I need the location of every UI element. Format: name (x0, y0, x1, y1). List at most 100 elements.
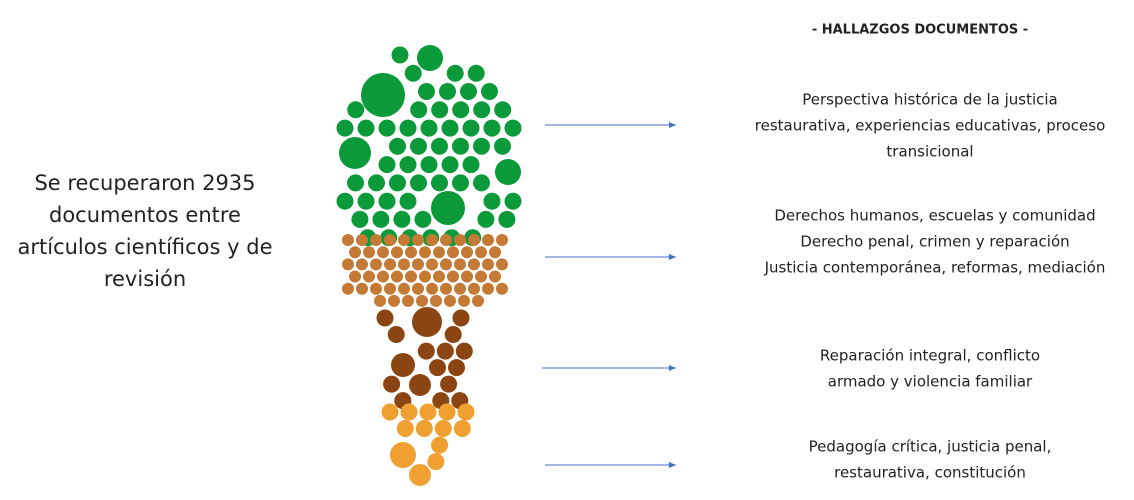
circle (439, 83, 456, 100)
circle (374, 295, 386, 307)
circle (397, 420, 414, 437)
circle (379, 156, 396, 173)
finding-line: restaurativa, constitución (834, 464, 1026, 482)
circle (468, 65, 485, 82)
circle (400, 120, 417, 137)
circle (405, 271, 417, 283)
finding-line: Pedagogía crítica, justicia penal, (809, 438, 1052, 456)
circle-cluster (337, 45, 522, 486)
circle (388, 326, 405, 343)
circle (452, 174, 469, 191)
circle (410, 101, 427, 118)
circle (389, 138, 406, 155)
circle (409, 464, 431, 486)
circle (363, 271, 375, 283)
circle (431, 174, 448, 191)
circle (391, 353, 415, 377)
circle (427, 453, 444, 470)
arrows (542, 125, 676, 465)
circle (489, 246, 501, 258)
circle (370, 283, 382, 295)
circle (452, 101, 469, 118)
circle (447, 65, 464, 82)
circle (494, 101, 511, 118)
circle (433, 271, 445, 283)
circle (433, 246, 445, 258)
circle (475, 271, 487, 283)
circle (454, 234, 466, 246)
circle (405, 65, 422, 82)
circle (377, 271, 389, 283)
circle (419, 246, 431, 258)
circle (440, 283, 452, 295)
circle (473, 174, 490, 191)
circle (400, 156, 417, 173)
circle (454, 420, 471, 437)
circle (458, 404, 475, 421)
circle (456, 343, 473, 360)
circle (363, 246, 375, 258)
finding-line: Justicia contemporánea, reformas, mediac… (764, 259, 1106, 277)
circle (473, 138, 490, 155)
circle (402, 295, 414, 307)
diagram: - HALLAZGOS DOCUMENTOS - Se recuperaron … (0, 0, 1134, 500)
circle (463, 156, 480, 173)
circle (361, 73, 405, 117)
circle (505, 120, 522, 137)
circle (405, 246, 417, 258)
circle (390, 442, 416, 468)
circle (437, 343, 454, 360)
circle (440, 234, 452, 246)
circle (400, 193, 417, 210)
circle (356, 283, 368, 295)
circle (358, 193, 375, 210)
circle (442, 120, 459, 137)
circle (426, 283, 438, 295)
summary-line: documentos entre (49, 203, 241, 227)
finding-line: Reparación integral, conflicto (820, 347, 1040, 365)
circle (342, 234, 354, 246)
circle (477, 211, 494, 228)
circle (377, 246, 389, 258)
circle (421, 156, 438, 173)
circle (420, 404, 437, 421)
circle (458, 295, 470, 307)
circle (468, 234, 480, 246)
circle (482, 283, 494, 295)
circle (384, 234, 396, 246)
circle (453, 310, 470, 327)
circle (370, 234, 382, 246)
summary-line: Se recuperaron 2935 (34, 171, 255, 195)
circle (461, 246, 473, 258)
circle (377, 310, 394, 327)
circle (347, 174, 364, 191)
circle (412, 234, 424, 246)
circle (472, 295, 484, 307)
circle (452, 138, 469, 155)
circle (431, 101, 448, 118)
circle (494, 138, 511, 155)
circle (482, 234, 494, 246)
circle (440, 376, 457, 393)
circle (389, 174, 406, 191)
circle (418, 343, 435, 360)
summary-line: artículos científicos y de (18, 235, 273, 259)
circle (496, 283, 508, 295)
circle (398, 258, 410, 270)
circle (358, 120, 375, 137)
circle (447, 246, 459, 258)
finding-line: Derecho penal, crimen y reparación (800, 233, 1069, 251)
circle (339, 137, 371, 169)
circle (351, 211, 368, 228)
circle (426, 234, 438, 246)
circle (431, 138, 448, 155)
circle (412, 283, 424, 295)
circle (447, 271, 459, 283)
finding-line: Perspectiva histórica de la justicia (802, 91, 1057, 109)
circle (468, 258, 480, 270)
circle (337, 120, 354, 137)
circle (489, 271, 501, 283)
circle (475, 246, 487, 258)
circle (398, 234, 410, 246)
circle (416, 295, 428, 307)
